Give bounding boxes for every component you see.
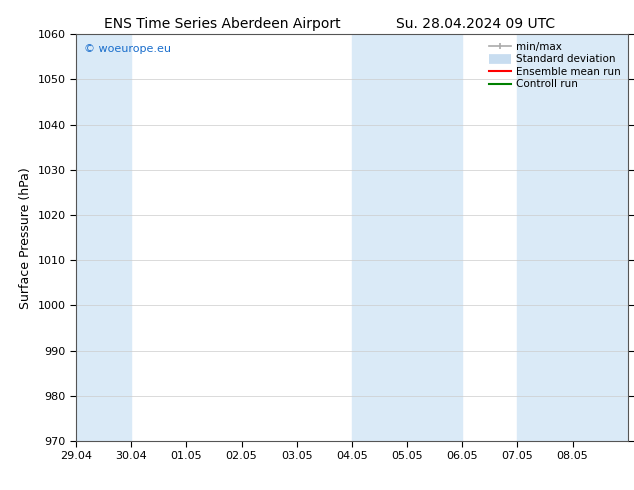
- Legend: min/max, Standard deviation, Ensemble mean run, Controll run: min/max, Standard deviation, Ensemble me…: [484, 37, 624, 94]
- Text: Su. 28.04.2024 09 UTC: Su. 28.04.2024 09 UTC: [396, 17, 555, 31]
- Text: © woeurope.eu: © woeurope.eu: [84, 45, 171, 54]
- Y-axis label: Surface Pressure (hPa): Surface Pressure (hPa): [19, 167, 32, 309]
- Bar: [517, 34, 628, 441]
- Text: ENS Time Series Aberdeen Airport: ENS Time Series Aberdeen Airport: [103, 17, 340, 31]
- Bar: [76, 34, 131, 441]
- Bar: [352, 34, 462, 441]
